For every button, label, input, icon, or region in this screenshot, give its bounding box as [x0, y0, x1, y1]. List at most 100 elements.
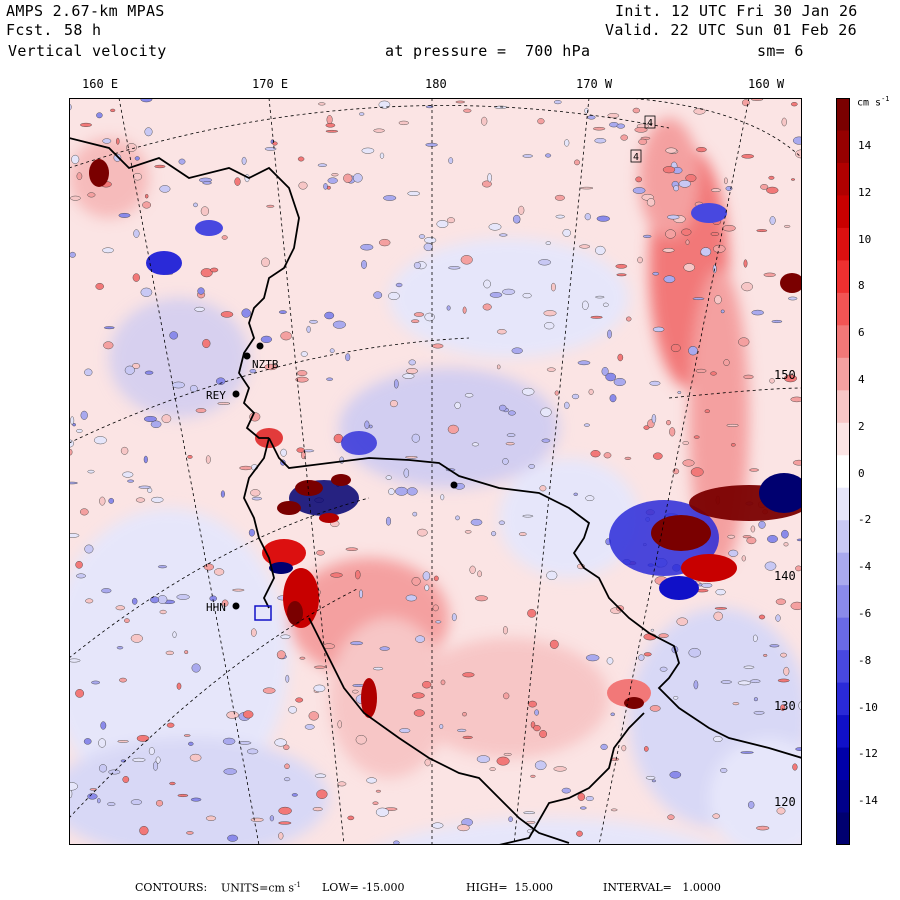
field-speckle — [606, 657, 614, 665]
field-speckle — [423, 242, 433, 251]
field-speckle — [385, 475, 392, 480]
footer-high: HIGH= 15.000 — [466, 881, 554, 894]
field-speckle — [318, 102, 326, 106]
field-speckle — [753, 634, 758, 642]
field-speckle — [247, 748, 259, 755]
field-speckle — [662, 166, 676, 174]
field-speckle — [634, 126, 648, 133]
init-time: Init. 12 UTC Fri 30 Jan 26 — [615, 2, 858, 20]
field-speckle — [446, 305, 451, 311]
field-speckle — [487, 173, 492, 183]
field-speckle — [221, 235, 228, 240]
field-speckle — [653, 452, 663, 460]
colorbar-cell — [836, 325, 850, 359]
field-speckle — [562, 228, 571, 237]
field-speckle — [498, 520, 506, 525]
field-speckle — [503, 753, 512, 756]
colorbar-tick-label: 2 — [858, 419, 865, 433]
field-speckle — [753, 697, 758, 702]
field-speckle — [411, 319, 420, 323]
colorbar-cell — [836, 487, 850, 521]
lat-label: 120 W — [774, 795, 802, 809]
field-speckle — [767, 535, 778, 543]
field-speckle — [136, 735, 150, 742]
field-speckle — [150, 420, 162, 428]
field-speckle — [685, 174, 697, 183]
field-speckle — [422, 571, 431, 581]
field-speckle — [406, 368, 418, 374]
field-speckle — [249, 369, 257, 374]
field-speckle — [132, 757, 146, 762]
field-speckle — [361, 260, 367, 269]
field-speckle — [792, 763, 798, 771]
field-speckle — [134, 156, 140, 161]
field-speckle — [462, 672, 475, 678]
footer-interval: INTERVAL= 1.0000 — [603, 881, 721, 894]
field-speckle — [527, 608, 537, 618]
field-speckle — [131, 597, 138, 605]
field-speckle — [600, 743, 608, 750]
field-speckle — [89, 788, 98, 791]
field-speckle — [69, 658, 81, 663]
colorbar-tick-label: 14 — [858, 139, 872, 152]
field-speckle — [643, 234, 652, 238]
field-speckle — [154, 164, 166, 169]
field-speckle — [69, 251, 76, 258]
field-speckle — [753, 711, 765, 715]
field-speckle — [783, 542, 789, 547]
field-speckle — [285, 674, 290, 683]
field-speckle — [780, 652, 787, 658]
field-speckle — [366, 777, 377, 784]
colorbar-cell — [836, 227, 850, 261]
field-speckle — [314, 773, 327, 778]
field-speckle — [649, 380, 661, 386]
field-speckle — [306, 325, 311, 333]
field-speckle — [546, 367, 556, 372]
field-speckle — [388, 488, 395, 495]
field-speckle — [157, 565, 167, 569]
field-speckle — [250, 628, 257, 637]
field-speckle — [373, 291, 383, 299]
field-speckle — [183, 734, 191, 737]
field-speckle — [673, 185, 679, 192]
field-speckle — [741, 154, 755, 159]
field-speckle — [795, 747, 802, 751]
field-speckle — [615, 263, 628, 269]
field-speckle — [731, 443, 736, 447]
field-speckle — [616, 123, 625, 129]
field-speckle — [740, 751, 754, 754]
field-speckle — [666, 420, 671, 426]
field-speckle — [482, 303, 492, 311]
field-speckle — [541, 438, 551, 443]
station-box — [254, 605, 272, 621]
field-speckle — [75, 689, 85, 698]
field-speckle — [712, 813, 720, 819]
field-speckle — [155, 756, 161, 764]
field-speckle — [169, 781, 176, 786]
field-speckle — [760, 184, 769, 190]
field-speckle — [577, 792, 585, 801]
field-speckle — [601, 366, 609, 376]
field-speckle — [489, 767, 496, 771]
field-speckle — [172, 631, 177, 639]
field-speckle — [665, 147, 677, 154]
field-speckle — [724, 177, 728, 185]
field-speckle — [685, 239, 690, 246]
field-speckle — [393, 379, 399, 389]
field-speckle — [413, 709, 425, 717]
field-speckle — [352, 173, 363, 183]
field-speckle — [102, 247, 114, 254]
field-speckle — [159, 609, 167, 615]
field-speckle — [579, 806, 587, 810]
lat-label: 130 W — [774, 699, 802, 713]
field-speckle — [395, 486, 408, 496]
field-speckle — [585, 796, 594, 802]
coastline — [69, 137, 802, 845]
colorbar-tick-label: 4 — [858, 373, 865, 386]
field-speckle — [76, 172, 83, 180]
field-speckle — [728, 549, 739, 557]
field-speckle — [300, 351, 308, 357]
field-speckle — [373, 666, 384, 671]
colorbar-cell — [836, 195, 850, 229]
field-speckle — [669, 427, 676, 437]
